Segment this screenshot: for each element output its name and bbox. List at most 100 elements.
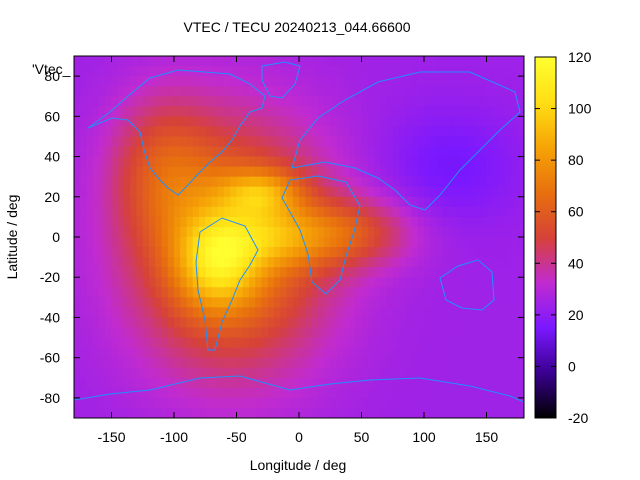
heatmap-cell [192,287,200,298]
heatmap-cell [511,96,519,107]
heatmap-cell [217,126,225,138]
heatmap-cell [330,387,338,399]
heatmap-cell [136,116,144,127]
heatmap-cell [355,287,363,298]
heatmap-cell [130,247,138,258]
heatmap-cell [317,287,325,298]
colorbar-tick-label: 0 [568,358,576,374]
heatmap-cell [217,166,225,178]
heatmap-cell [305,277,313,288]
heatmap-cell [405,317,413,329]
heatmap-cell [349,206,356,218]
heatmap-cell [236,216,244,228]
heatmap-cell [505,136,513,148]
heatmap-cell [267,237,275,248]
heatmap-cell [230,377,238,389]
heatmap-cell [311,287,319,298]
heatmap-cell [255,186,263,198]
heatmap-cell [417,156,425,168]
heatmap-cell [505,126,513,138]
heatmap-cell [399,347,406,359]
heatmap-cell [486,86,494,97]
heatmap-cell [386,277,394,288]
heatmap-cell [499,357,506,369]
heatmap-cell [205,96,213,107]
heatmap-cell [149,387,156,399]
heatmap-cell [380,387,388,399]
colorbar [534,56,557,419]
heatmap-cell [86,237,94,248]
heatmap-cell [317,76,325,87]
heatmap-cell [324,126,331,138]
heatmap-cell [186,56,194,67]
heatmap-cell [242,96,250,107]
heatmap-cell [492,126,500,138]
heatmap-cell [411,357,419,369]
heatmap-cell [330,307,338,319]
heatmap-cell [392,166,400,178]
heatmap-cell [174,407,181,418]
heatmap-cell [305,357,313,369]
heatmap-cell [517,186,524,198]
heatmap-cell [480,146,488,158]
heatmap-cell [436,327,444,339]
heatmap-cell [399,327,406,339]
heatmap-cell [124,397,131,409]
heatmap-cell [192,126,200,138]
heatmap-cell [424,247,431,258]
heatmap-cell [274,146,281,158]
heatmap-cell [399,186,406,198]
heatmap-cell [267,307,275,319]
heatmap-cell [342,96,350,107]
heatmap-cell [336,257,344,268]
heatmap-cell [242,407,250,418]
heatmap-cell [174,307,181,319]
heatmap-cell [517,327,524,339]
heatmap-cell [317,327,325,339]
heatmap-cell [492,176,500,188]
heatmap-cell [355,257,363,268]
heatmap-cell [217,327,225,339]
heatmap-cell [105,367,113,379]
heatmap-cell [330,196,338,208]
heatmap-cell [349,307,356,319]
heatmap-cell [455,327,463,339]
heatmap-cell [155,226,163,238]
heatmap-cell [299,277,306,288]
heatmap-cell [299,407,306,418]
heatmap-cell [274,136,281,148]
heatmap-cell [480,136,488,148]
heatmap-cell [486,146,494,158]
heatmap-cell [80,257,88,268]
heatmap-cell [286,377,294,389]
heatmap-cell [192,86,200,97]
heatmap-cell [199,297,206,308]
heatmap-cell [486,267,494,278]
heatmap-cell [355,146,363,158]
heatmap-cell [374,317,381,329]
heatmap-cell [124,96,131,107]
heatmap-cell [405,186,413,198]
heatmap-cell [499,367,506,379]
heatmap-cell [261,126,269,138]
heatmap-cell [492,226,500,238]
y-tick-label: 60 [44,108,60,124]
heatmap-cell [349,146,356,158]
heatmap-cell [474,156,481,168]
heatmap-cell [349,327,356,339]
heatmap-cell [505,166,513,178]
heatmap-cell [286,96,294,107]
heatmap-cell [142,206,150,218]
heatmap-cell [492,277,500,288]
heatmap-cell [317,176,325,188]
heatmap-cell [111,176,119,188]
heatmap-cell [74,247,81,258]
heatmap-cell [511,367,519,379]
heatmap-cell [261,317,269,329]
heatmap-cell [280,317,288,329]
heatmap-cell [74,186,81,198]
heatmap-cell [374,277,381,288]
heatmap-cell [392,196,400,208]
heatmap-cell [117,327,125,339]
heatmap-cell [74,66,81,77]
